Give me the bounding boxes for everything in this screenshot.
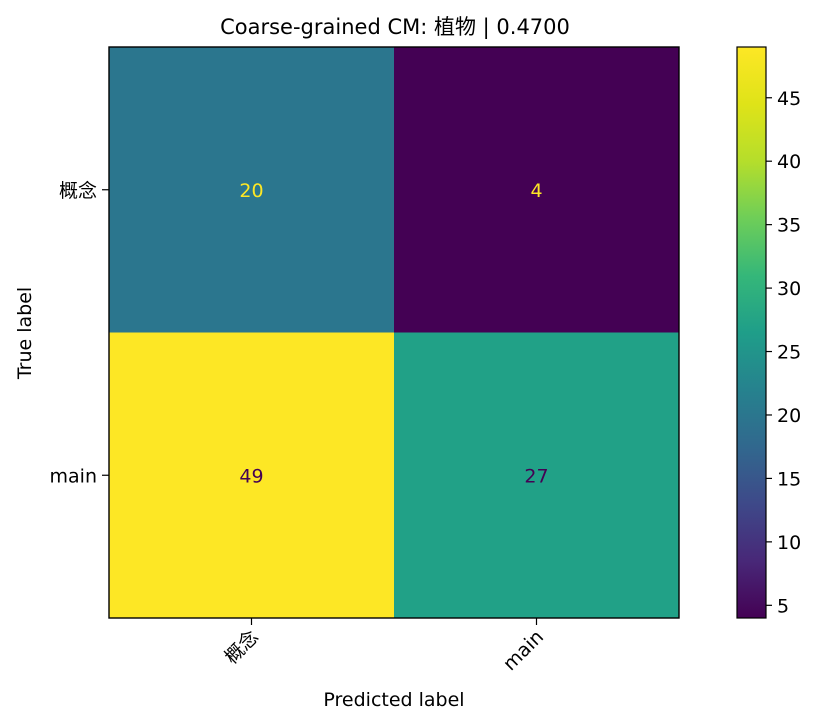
colorbar-tick-label: 25 [777,342,801,364]
cell-value-label: 49 [239,465,263,487]
heatmap-cell [109,47,395,333]
colorbar-tick-label: 45 [777,88,801,110]
plot-frame [108,46,680,619]
y-axis: 概念 main [50,179,109,487]
heatmap-cell [394,332,680,619]
y-axis-label: True label [14,287,36,380]
colorbar-tick-label: 30 [777,278,801,300]
colorbar-tick-label: 5 [777,595,789,617]
cell-value-label: 20 [239,180,263,202]
y-tick-label: 概念 [59,179,97,202]
heatmap-cell [109,332,395,619]
colorbar-tick-label: 40 [777,151,801,173]
colorbar-tick-label: 35 [777,215,801,237]
colorbar-gradient [736,46,767,619]
colorbar-ticks: 5 10 15 20 25 30 35 40 45 [766,88,801,617]
heatmap-cell [394,47,680,333]
x-tick-label: main [499,626,548,675]
colorbar-tick-label: 10 [777,532,801,554]
heatmap-cells [109,47,680,619]
heatmap-cell-labels: 20 4 49 27 [239,180,548,488]
y-tick-label: main [50,465,97,487]
x-axis-label: Predicted label [323,689,464,711]
colorbar-tick-label: 20 [777,405,801,427]
x-axis: 概念 main [220,618,548,675]
chart-title: Coarse-grained CM: 植物 | 0.4700 [220,15,570,40]
cell-value-label: 27 [524,465,548,487]
x-tick-label: 概念 [220,625,263,668]
cell-value-label: 4 [530,180,542,202]
colorbar-tick-label: 15 [777,468,801,490]
